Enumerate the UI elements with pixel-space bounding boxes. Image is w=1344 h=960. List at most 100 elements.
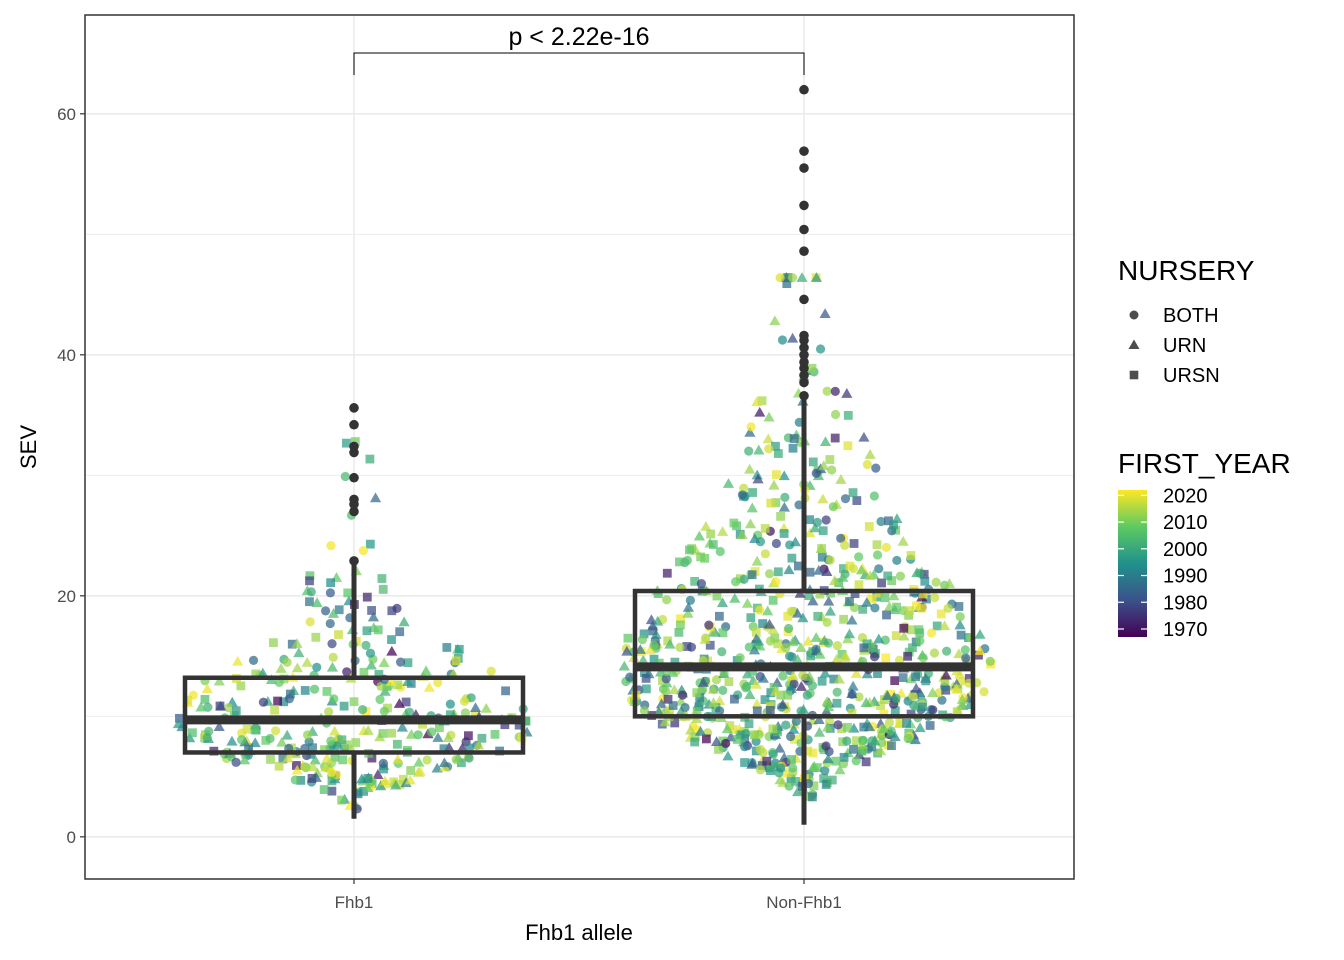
data-point — [284, 694, 294, 704]
data-point — [676, 620, 685, 630]
data-point — [849, 539, 859, 548]
data-point — [891, 693, 901, 703]
data-point — [404, 707, 415, 717]
data-point — [936, 609, 946, 619]
outlier-point — [799, 330, 809, 341]
data-point — [915, 568, 925, 578]
data-point — [956, 694, 968, 704]
data-point — [311, 632, 321, 642]
data-point — [477, 733, 487, 743]
legend-nursery: NURSERY BOTH URN URSN — [1118, 255, 1255, 387]
data-point — [985, 656, 995, 666]
data-point — [843, 441, 853, 451]
data-point — [950, 683, 963, 694]
data-point — [895, 571, 905, 581]
data-point — [854, 692, 864, 702]
data-point — [327, 786, 337, 796]
data-point — [337, 735, 347, 745]
data-point — [769, 682, 779, 692]
data-point — [771, 577, 781, 587]
data-point — [746, 613, 756, 623]
data-point — [954, 602, 964, 611]
data-point — [639, 706, 649, 716]
data-point — [215, 700, 227, 711]
data-point — [910, 682, 922, 693]
data-point — [445, 710, 455, 720]
data-point — [762, 756, 772, 766]
data-point — [640, 668, 649, 677]
panel-border — [84, 14, 1075, 880]
data-point — [249, 737, 261, 748]
data-point — [832, 640, 843, 651]
data-point — [819, 436, 832, 447]
data-point — [787, 273, 798, 283]
data-point — [291, 662, 303, 673]
data-point — [373, 625, 383, 635]
data-point — [305, 597, 314, 607]
data-point — [837, 724, 846, 734]
data-point — [839, 614, 849, 624]
data-point — [875, 729, 887, 739]
data-point — [749, 533, 761, 544]
points — [172, 272, 996, 814]
x-tick-label: Fhb1 — [335, 893, 374, 912]
data-point — [788, 763, 798, 773]
data-point — [270, 705, 279, 715]
data-point — [266, 755, 275, 764]
data-point — [670, 718, 680, 728]
data-point — [861, 597, 873, 607]
data-point — [362, 782, 374, 793]
data-point — [705, 640, 715, 650]
data-point — [778, 501, 790, 512]
data-point — [403, 658, 413, 668]
colorbar — [1118, 490, 1147, 637]
data-point — [404, 774, 416, 785]
data-point — [432, 732, 444, 742]
data-point — [768, 724, 778, 734]
data-point — [402, 676, 414, 687]
data-point — [665, 706, 674, 716]
data-point — [828, 502, 838, 512]
data-point — [763, 411, 775, 422]
data-point — [821, 566, 833, 576]
data-point — [387, 606, 397, 616]
data-point — [223, 703, 234, 713]
data-point — [855, 564, 868, 575]
data-point — [852, 736, 861, 746]
data-point — [641, 673, 651, 683]
data-point — [880, 593, 890, 603]
outlier-point — [799, 146, 809, 156]
data-point — [762, 605, 774, 616]
data-point — [236, 681, 246, 691]
data-point — [312, 662, 322, 672]
data-point — [203, 702, 213, 712]
data-point — [735, 653, 745, 663]
data-point — [780, 492, 790, 502]
data-point — [786, 731, 796, 742]
data-point — [451, 755, 461, 765]
outlier-point — [799, 350, 809, 360]
data-point — [881, 542, 892, 552]
data-point — [750, 730, 760, 740]
data-point — [778, 752, 790, 762]
y-tick-label: 0 — [67, 828, 76, 847]
data-point — [837, 571, 849, 582]
data-point — [784, 651, 795, 661]
data-point — [813, 714, 825, 724]
data-point — [353, 789, 363, 799]
data-point — [888, 590, 900, 601]
data-point — [715, 546, 725, 557]
data-point — [326, 540, 336, 551]
outlier-point — [349, 419, 359, 430]
data-point — [783, 611, 793, 621]
data-point — [401, 697, 411, 707]
data-point — [737, 490, 747, 500]
data-point — [847, 680, 859, 691]
data-point — [788, 723, 800, 734]
data-point — [809, 781, 819, 791]
data-point — [864, 449, 876, 459]
bracket-line — [353, 52, 805, 75]
outlier-point — [349, 441, 359, 452]
data-point — [839, 564, 848, 573]
data-point — [777, 335, 788, 345]
